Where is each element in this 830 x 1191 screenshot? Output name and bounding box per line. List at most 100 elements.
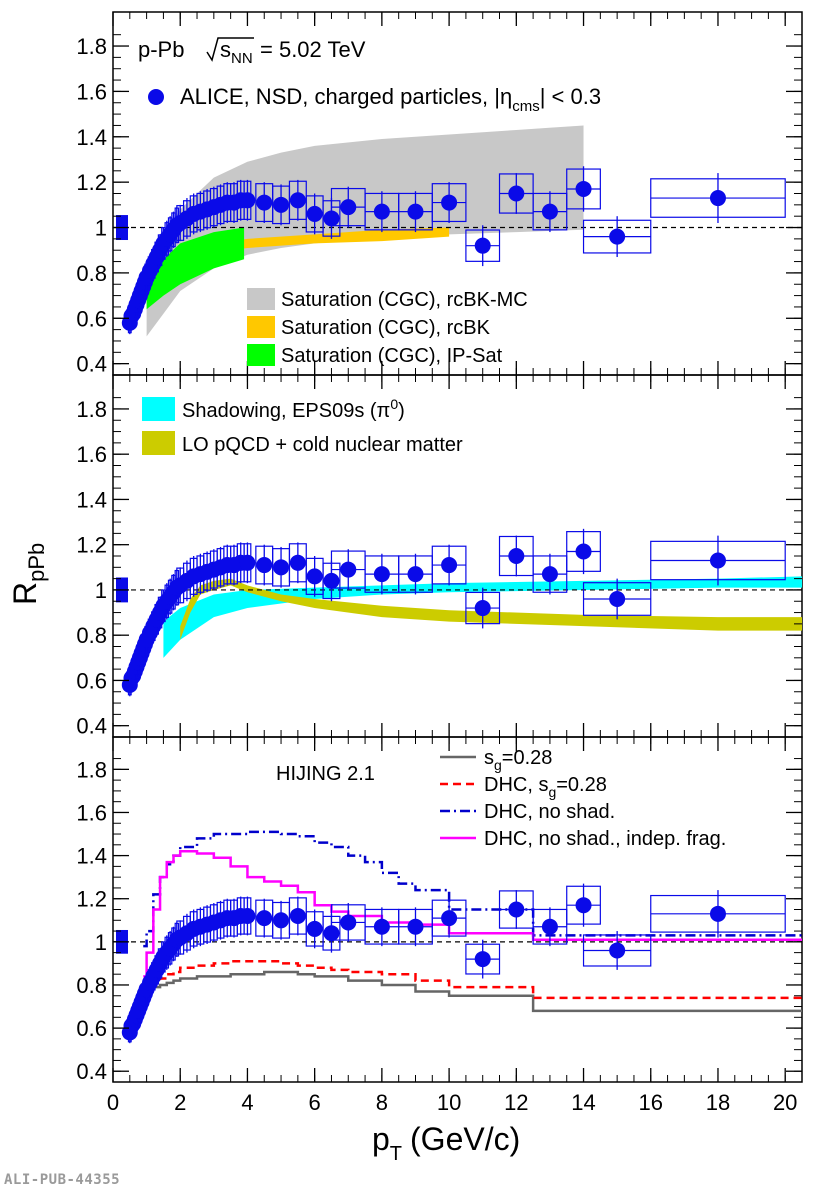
alice-data-point xyxy=(508,901,525,918)
y-tick-label: 1.6 xyxy=(76,800,107,825)
legend-label-lo_pqcd: LO pQCD + cold nuclear matter xyxy=(182,434,463,456)
header-system: p-Pb xyxy=(138,37,184,62)
alice-data-point xyxy=(407,918,424,935)
legend-label-hijing_dhc_noshad: DHC, no shad. xyxy=(484,801,615,823)
legend-label-ipsat: Saturation (CGC), IP-Sat xyxy=(281,345,503,367)
panel-frame xyxy=(112,374,803,738)
alice-data-point xyxy=(541,203,558,220)
header-energy-lhs: s xyxy=(220,37,231,62)
x-title-main: p xyxy=(372,1121,390,1157)
legend-label-rcbk_mc: Saturation (CGC), rcBK-MC xyxy=(281,289,528,311)
panel-top: 0.4 0.6 0.8 1 1.2 1.4 1.6 1.8 xyxy=(76,11,803,377)
alice-data-point xyxy=(306,920,323,937)
mid-panel-legend: Shadowing, EPS09s (π0) LO pQCD + cold nuc… xyxy=(142,396,463,456)
header-energy-rhs: = 5.02 TeV xyxy=(260,37,366,62)
panel-bot: 0.4 0.6 0.8 1 1.2 1.4 1.6 1.8 0 2 4 6 8 10 12 14 16 18 20 xyxy=(76,736,803,1115)
y-tick-label: 1.6 xyxy=(76,442,107,467)
panels-root: 0.4 0.6 0.8 1 1.2 1.4 1.6 1.8 0.4 0.6 0.8 1 1.2 1.4 1.… xyxy=(76,11,803,1115)
top-panel-header: p-Pb s NN = 5.02 TeV ALICE, NSD, charged… xyxy=(138,37,601,115)
alice-data-point xyxy=(441,557,458,574)
y-tick-label: 1 xyxy=(95,578,107,603)
alice-data-point xyxy=(575,897,592,914)
legend-label-hijing_sg: sg=0.28 xyxy=(484,747,552,773)
alice-data-point xyxy=(306,568,323,585)
curve-hijing-sg xyxy=(143,970,802,1013)
legend-label-rcbk: Saturation (CGC), rcBK xyxy=(281,317,491,339)
band-rcbk xyxy=(163,227,450,278)
x-tick-label: 4 xyxy=(241,1090,253,1115)
x-tick-label: 14 xyxy=(571,1090,595,1115)
legend-label-hijing_dhc_indep: DHC, no shad., indep. frag. xyxy=(484,828,726,850)
sqrt-sign-icon xyxy=(206,37,254,62)
alice-legend-label: ALICE, NSD, charged particles, |ηcms| < … xyxy=(180,84,601,115)
x-tick-label: 16 xyxy=(639,1090,663,1115)
alice-data-point xyxy=(474,951,491,968)
alice-data-point xyxy=(239,554,256,571)
x-tick-label: 0 xyxy=(107,1090,119,1115)
legend-swatch-rcbk_mc xyxy=(247,288,275,310)
alice-data-point xyxy=(256,194,273,211)
y-tick-label: 1 xyxy=(95,930,107,955)
x-title-sub: T xyxy=(390,1143,402,1165)
alice-data-point xyxy=(340,199,357,216)
curve-hijing-dhc-sg xyxy=(143,960,802,1000)
alice-data-point xyxy=(541,566,558,583)
alice-data-point xyxy=(474,600,491,617)
x-tick-label: 2 xyxy=(174,1090,186,1115)
alice-data-point xyxy=(575,543,592,560)
legend-swatch-ipsat xyxy=(247,344,275,366)
alice-data-point xyxy=(289,192,306,209)
y-tick-label: 1.2 xyxy=(76,887,107,912)
alice-data-point xyxy=(373,566,390,583)
y-tick-label: 1.6 xyxy=(76,79,107,104)
legend-swatch-eps09s xyxy=(142,397,175,421)
hijing-label: HIJING 2.1 xyxy=(276,763,375,785)
alice-data-point xyxy=(709,905,726,922)
alice-data-point xyxy=(373,203,390,220)
top-panel-legend: Saturation (CGC), rcBK-MC Saturation (CGC… xyxy=(247,288,528,367)
x-title-unit: (GeV/c) xyxy=(410,1121,520,1157)
svg-text:pT(GeV/c): pT (GeV/c) xyxy=(372,1121,520,1165)
alice-data-point xyxy=(407,203,424,220)
y-tick-label: 0.6 xyxy=(76,668,107,693)
x-tick-label: 18 xyxy=(706,1090,730,1115)
y-tick-label: 1.4 xyxy=(76,844,107,869)
y-tick-label: 0.6 xyxy=(76,1016,107,1041)
y-tick-label: 0.4 xyxy=(76,714,107,739)
alice-data-point xyxy=(508,548,525,564)
svg-text:RpPb: RpPb xyxy=(7,543,49,605)
y-tick-label: 0.6 xyxy=(76,306,107,331)
alice-data-point xyxy=(441,194,458,211)
alice-legend-marker xyxy=(148,89,164,105)
alice-data-point xyxy=(289,907,306,924)
y-tick-label: 1.8 xyxy=(76,757,107,782)
alice-data-point xyxy=(508,185,525,202)
alice-data-point xyxy=(575,180,592,197)
x-tick-label: 20 xyxy=(773,1090,797,1115)
legend-label-hijing_dhc_sg: DHC, sg=0.28 xyxy=(484,774,607,800)
y-tick-label: 0.8 xyxy=(76,973,107,998)
header-energy-sub: NN xyxy=(231,50,253,67)
alice-data-point xyxy=(239,192,256,209)
x-tick-label: 12 xyxy=(504,1090,528,1115)
alice-data-point xyxy=(273,912,290,929)
alice-data-point xyxy=(441,910,458,927)
x-tick-label: 8 xyxy=(376,1090,388,1115)
y-tick-label: 0.8 xyxy=(76,261,107,286)
legend-swatch-rcbk xyxy=(247,316,275,338)
panel-mid: 0.4 0.6 0.8 1 1.2 1.4 1.6 1.8 xyxy=(76,374,803,739)
alice-data-point xyxy=(289,554,306,571)
alice-data-point xyxy=(306,205,323,222)
y-title-main: R xyxy=(7,582,43,605)
alice-data-point xyxy=(474,237,491,254)
x-axis-title: pT (GeV/c) xyxy=(372,1121,520,1165)
band-ipsat xyxy=(146,227,245,310)
alice-data-point xyxy=(609,590,626,607)
legend-swatch-lo_pqcd xyxy=(142,431,175,455)
alice-data-point xyxy=(709,190,726,207)
alice-data-point xyxy=(541,918,558,935)
band-lo-pqcd xyxy=(180,578,803,640)
publication-id: ALI-PUB-44355 xyxy=(4,1172,121,1188)
y-tick-label: 1.2 xyxy=(76,170,107,195)
